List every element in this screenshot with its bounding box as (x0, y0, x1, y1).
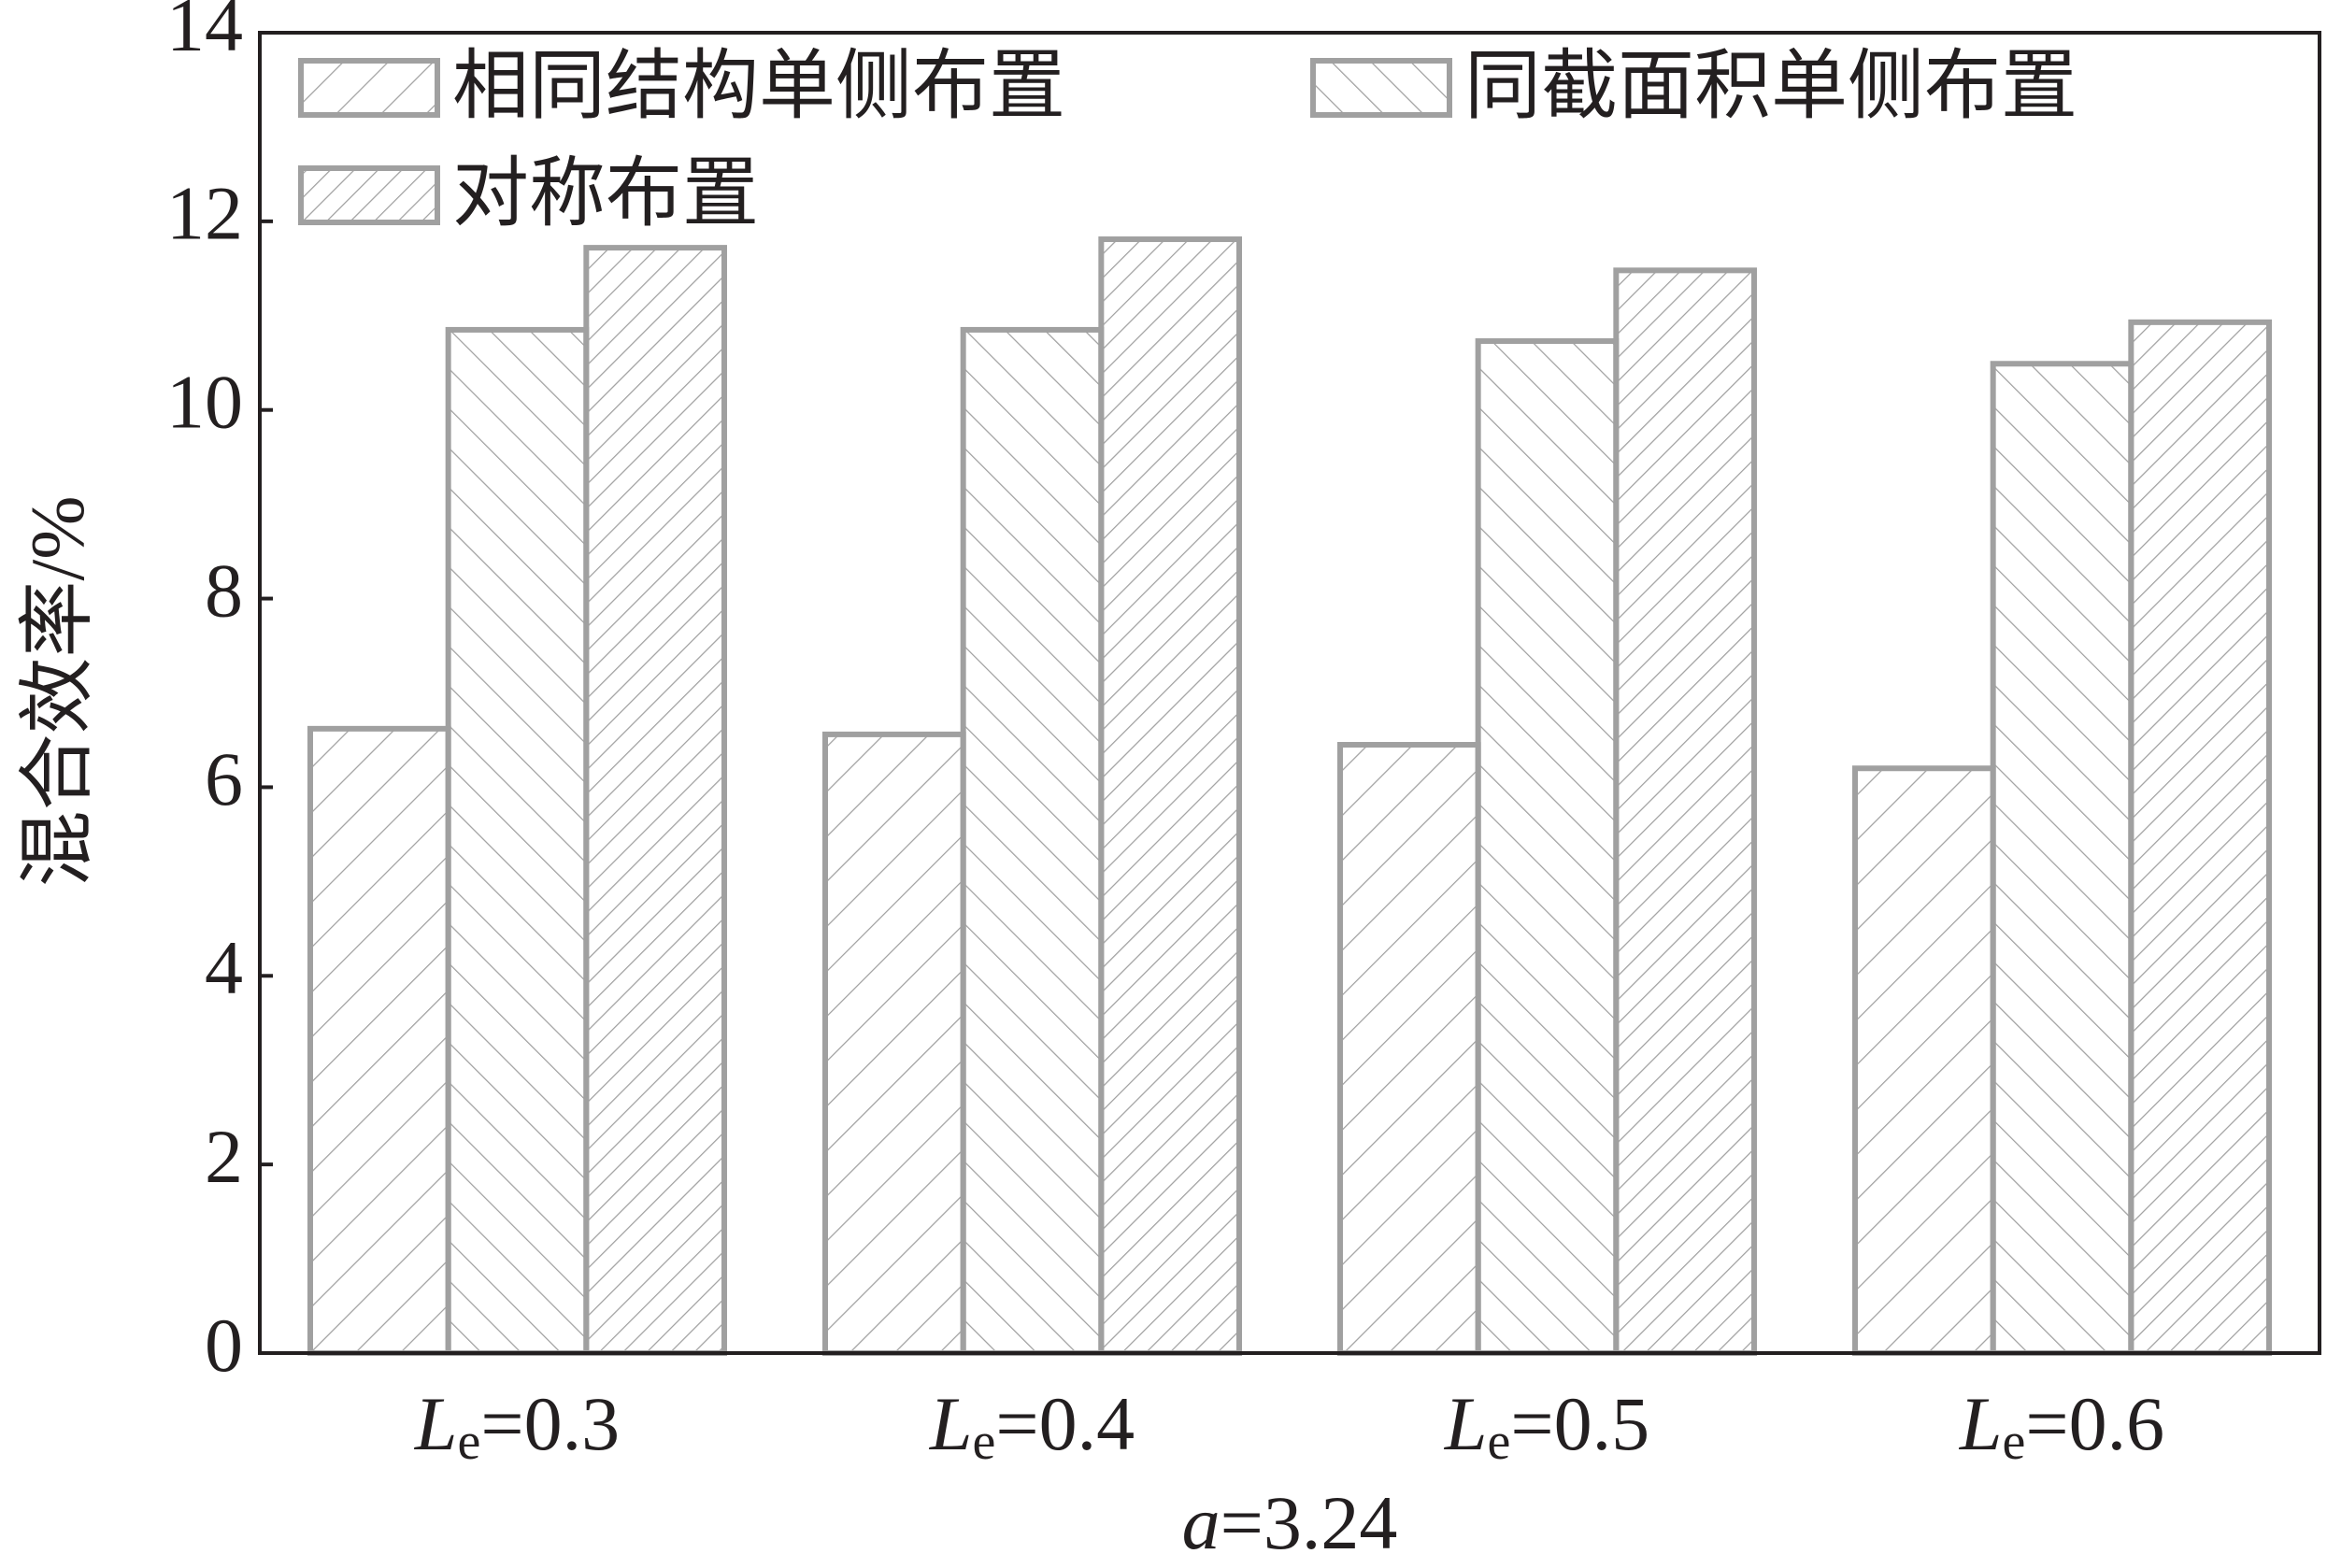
bar (1475, 338, 1620, 1357)
y-tick-label: 4 (205, 925, 243, 1010)
x-axis-label: a=3.24 (1182, 1480, 1398, 1565)
bar (1851, 765, 1996, 1356)
y-tick-label: 0 (205, 1303, 243, 1388)
y-tick-label: 2 (205, 1114, 243, 1199)
y-tick-label: 12 (166, 171, 243, 256)
bar (445, 326, 590, 1356)
bar (1336, 742, 1481, 1356)
legend-swatch (298, 58, 440, 118)
bar (1613, 267, 1758, 1357)
legend-label: 对称布置 (452, 149, 759, 237)
y-tick-label: 10 (166, 360, 243, 445)
x-tick-label: Le=0.6 (1959, 1381, 2164, 1471)
y-tick-label: 14 (166, 0, 243, 67)
legend-swatch (1310, 58, 1452, 118)
legend-label: 相同结构单侧布置 (452, 41, 1065, 130)
y-tick-label: 6 (205, 736, 243, 821)
bar (821, 731, 966, 1356)
legend-swatch (298, 165, 440, 225)
bar (1098, 236, 1243, 1356)
bar (2128, 319, 2273, 1356)
bar (960, 326, 1105, 1356)
y-tick-label: 8 (205, 548, 243, 633)
x-tick-label: Le=0.3 (414, 1381, 620, 1471)
bar (307, 725, 451, 1356)
plot-frame (258, 31, 2321, 1355)
bar (583, 245, 728, 1356)
y-axis-label: 混合效率/% (15, 495, 100, 887)
x-tick-label: Le=0.4 (929, 1381, 1135, 1471)
bar (1990, 361, 2134, 1356)
x-tick-label: Le=0.5 (1444, 1381, 1649, 1471)
legend-label: 同截面积单侧布置 (1464, 41, 2077, 130)
